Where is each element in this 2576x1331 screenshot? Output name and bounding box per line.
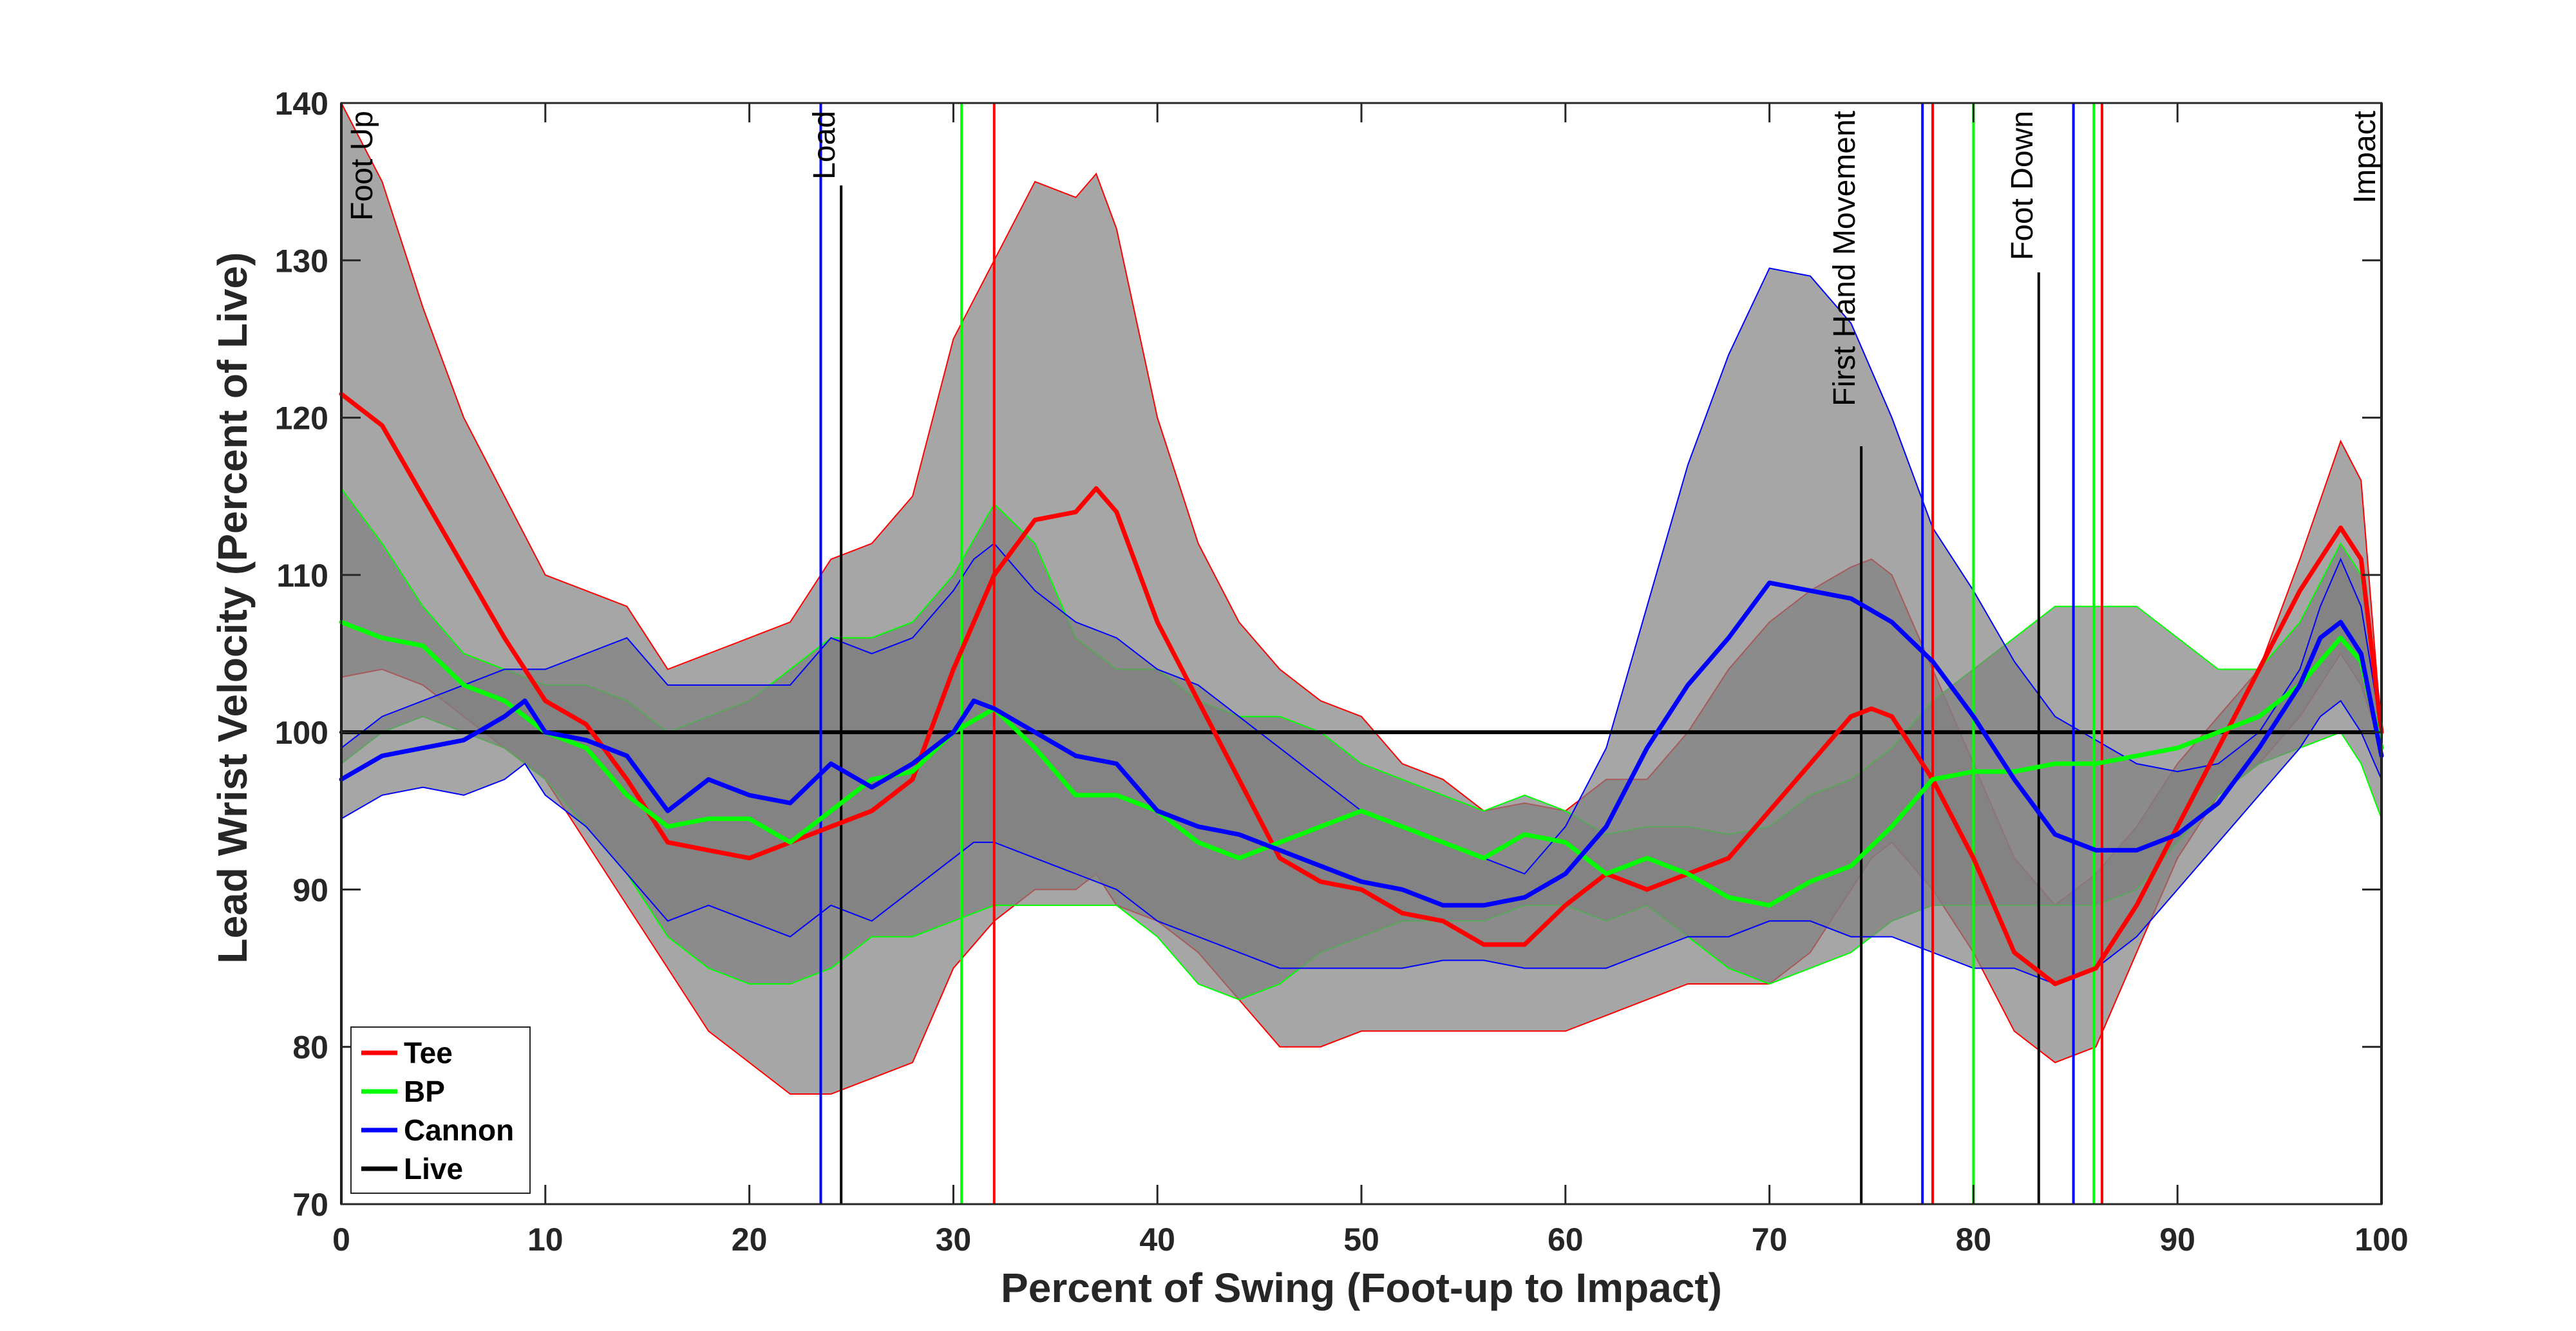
event-label-foot-up: Foot Up	[345, 111, 379, 221]
y-tick-label: 140	[275, 86, 328, 122]
x-tick-label: 10	[527, 1222, 564, 1258]
series-line-cannon	[339, 580, 2384, 908]
y-tick-label: 120	[275, 401, 328, 437]
event-label-foot-down: Foot Down	[2005, 111, 2040, 260]
series-line-bp	[339, 619, 2384, 908]
x-tick-label: 60	[1548, 1222, 1584, 1258]
y-tick-label: 100	[275, 715, 328, 751]
x-tick-label: 100	[2354, 1222, 2408, 1258]
y-tick-label: 110	[276, 558, 328, 594]
legend: Tee BP Cannon Live	[350, 1026, 531, 1194]
x-tick-label: 50	[1343, 1222, 1379, 1258]
x-tick-label: 20	[732, 1222, 768, 1258]
x-tick-label: 40	[1139, 1222, 1175, 1258]
legend-label-cannon: Cannon	[404, 1113, 514, 1147]
x-tick-label: 30	[936, 1222, 972, 1258]
event-label-first-hand-movement: First Hand Movement	[1828, 111, 1862, 406]
x-axis-title: Percent of Swing (Foot-up to Impact)	[1001, 1265, 1722, 1311]
tick-labels: 0 10 20 30 40 50 60 70 80 90 100 70 80 90 100 110 120 130…	[275, 86, 2409, 1258]
x-tick-label: 80	[1956, 1222, 1992, 1258]
x-tick-label: 90	[2159, 1222, 2195, 1258]
y-axis-title: Lead Wrist Velocity (Percent of Live)	[209, 252, 256, 964]
legend-label-live: Live	[404, 1152, 463, 1185]
event-labels: Foot Up Load First Hand Movement Foot Down I…	[345, 111, 2382, 406]
legend-label-bp: BP	[404, 1075, 445, 1108]
y-tick-label: 130	[275, 243, 328, 279]
event-label-impact: Impact	[2348, 111, 2382, 203]
y-tick-label: 70	[292, 1187, 328, 1223]
series-lines	[339, 392, 2384, 986]
x-tick-label: 70	[1752, 1222, 1788, 1258]
event-label-load: Load	[808, 111, 842, 180]
x-tick-label: 0	[332, 1222, 350, 1258]
series-line-tee	[339, 392, 2384, 986]
y-tick-label: 80	[292, 1030, 328, 1066]
y-tick-label: 90	[292, 872, 328, 908]
legend-label-tee: Tee	[404, 1036, 453, 1070]
